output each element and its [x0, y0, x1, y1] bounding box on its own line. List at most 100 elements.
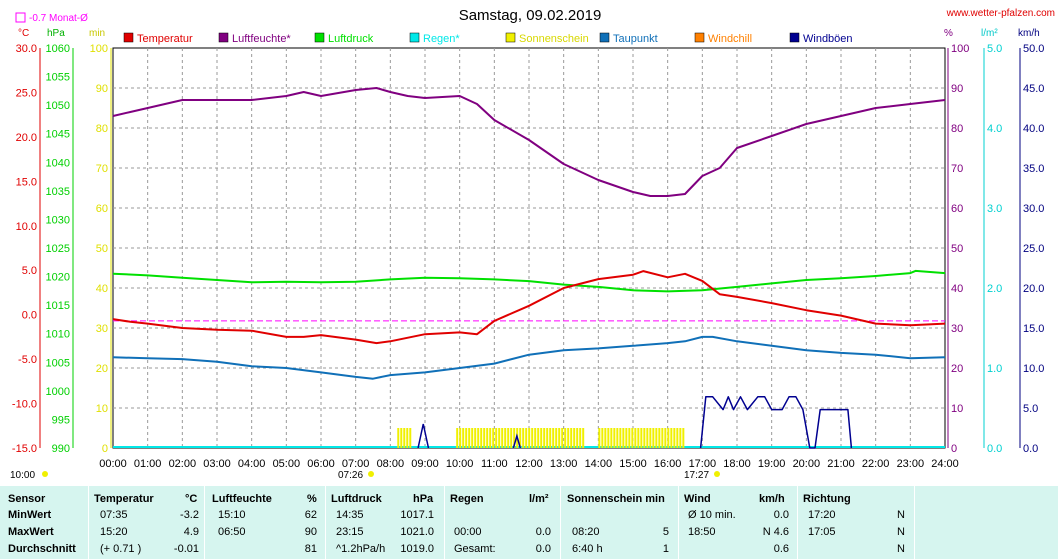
sunshine-bar: [471, 428, 474, 448]
sunshine-bar: [667, 428, 670, 448]
stat-cell-d_val: N: [897, 543, 905, 555]
x-tick-label: 18:00: [723, 458, 751, 470]
sunshine-bar: [489, 428, 492, 448]
sunshine-bar: [625, 428, 628, 448]
sunshine-bar: [682, 428, 685, 448]
x-tick-label: 03:00: [203, 458, 231, 470]
hdr-hum: Luftfeuchte: [212, 493, 272, 505]
hpa-axis-tick-label: 1015: [46, 300, 70, 312]
x-tick-label: 23:00: [897, 458, 925, 470]
pct-axis-tick-label: 100: [951, 43, 969, 55]
rain-axis-tick-label: 3.0: [987, 203, 1002, 215]
sunshine-bar: [652, 428, 655, 448]
hpa-axis-tick-label: 1000: [46, 386, 70, 398]
left-time-label: 10:00: [10, 470, 35, 481]
stat-cell-t_val: 4.9: [183, 526, 199, 538]
sunshine-bar: [501, 428, 504, 448]
stat-cell-h_time: 15:10: [218, 509, 246, 521]
hdr-press: Luftdruck: [331, 493, 382, 505]
x-tick-label: 20:00: [793, 458, 821, 470]
legend-swatch: [409, 32, 420, 43]
sunshine-bar: [661, 428, 664, 448]
x-tick-label: 15:00: [619, 458, 647, 470]
series-luftfeuchte: [112, 87, 946, 197]
stat-cell-p_val: 1021.0: [400, 526, 434, 538]
sunshine-bar: [531, 428, 534, 448]
x-tick-label: 17:00: [689, 458, 717, 470]
stats-table: Sensor Temperatur °C Luftfeuchte % Luftd…: [0, 486, 1058, 559]
sunshine-bar: [465, 428, 468, 448]
hpa-axis-tick-label: 1050: [46, 100, 70, 112]
sunshine-bar: [510, 428, 513, 448]
stat-cell-w_val: 0.0: [773, 509, 789, 521]
sunshine-bar: [570, 428, 573, 448]
hpa-axis-tick-label: 1020: [46, 272, 70, 284]
x-tick-label: 01:00: [134, 458, 162, 470]
series-luftdruck: [112, 269, 946, 293]
sunshine-bar: [579, 428, 582, 448]
pct-axis-tick-label: 10: [951, 403, 963, 415]
unit-min: min: [89, 28, 105, 39]
hpa-axis-tick-label: 1030: [46, 214, 70, 226]
col-divider: [88, 486, 89, 559]
rain-axis-tick-label: 2.0: [987, 283, 1002, 295]
unit-celsius: °C: [18, 28, 29, 39]
grid: [113, 48, 945, 448]
hdr-press-unit: hPa: [413, 493, 434, 505]
sunshine-bar: [670, 428, 673, 448]
sunshine-bar: [540, 428, 543, 448]
stat-cell-r_val: 0.0: [535, 526, 551, 538]
sunrise-sun-icon: [368, 471, 374, 477]
rain-axis-tick-label: 1.0: [987, 363, 1002, 375]
hpa-axis-tick-label: 1055: [46, 72, 70, 84]
min-axis-tick-label: 100: [90, 43, 108, 55]
stat-cell-p_time: 14:35: [336, 509, 364, 521]
legend-label: Luftdruck: [328, 33, 374, 45]
sunshine-bar: [406, 428, 409, 448]
sunshine-bar: [634, 428, 637, 448]
hdr-sensor: Sensor: [8, 493, 46, 505]
sunshine-bar: [528, 428, 531, 448]
site-link[interactable]: www.wetter-pfalzen.com: [946, 8, 1055, 19]
stat-cell-t_val: -0.01: [173, 543, 199, 555]
sunshine-bar: [616, 428, 619, 448]
unit-wind: km/h: [1018, 28, 1040, 39]
sunshine-bar: [549, 428, 552, 448]
sunshine-bar: [576, 428, 579, 448]
stat-cell-h_val: 90: [304, 526, 317, 538]
sunshine-bar: [564, 428, 567, 448]
x-tick-label: 07:00: [342, 458, 370, 470]
legend-label: Windchill: [708, 33, 752, 45]
sunset-label: 17:27: [684, 470, 709, 481]
wind-axis-tick-label: 50.0: [1023, 43, 1044, 55]
stat-cell-d_val: N: [897, 509, 905, 521]
sunshine-bar: [543, 428, 546, 448]
axes: 30.0 25.0 20.0 15.0 10.0 5.0 0.0 -5.0 -10.0 -15.0…: [12, 43, 1045, 470]
stat-cell-s_val: 5: [662, 526, 669, 538]
sunshine-bar: [483, 428, 486, 448]
sunshine-bar: [558, 428, 561, 448]
sunshine-bar: [552, 428, 555, 448]
sunshine-bar: [637, 428, 640, 448]
sunshine-bar: [628, 428, 631, 448]
pct-axis-tick-label: 40: [951, 283, 963, 295]
sunshine-bar: [655, 428, 658, 448]
x-tick-label: 06:00: [307, 458, 335, 470]
sunshine-bar: [477, 428, 480, 448]
temp-axis-tick-label: 25.0: [16, 87, 37, 99]
temp-axis-tick-label: 20.0: [16, 132, 37, 144]
col-divider: [678, 486, 679, 559]
legend-label: Regen*: [423, 33, 460, 45]
hdr-rain: Regen: [450, 493, 484, 505]
wind-axis-tick-label: 35.0: [1023, 163, 1044, 175]
wind-axis-tick-label: 0.0: [1023, 443, 1038, 455]
hdr-temp-unit: °C: [185, 493, 198, 505]
series-taupunkt: [112, 335, 946, 380]
sunshine-bar: [622, 428, 625, 448]
series-windboeen: [699, 396, 853, 449]
sunshine-bar: [649, 428, 652, 448]
hpa-axis-tick-label: 990: [52, 443, 70, 455]
stat-cell-d_time: 17:05: [808, 526, 836, 538]
x-tick-label: 12:00: [515, 458, 543, 470]
pct-axis-tick-label: 90: [951, 83, 963, 95]
